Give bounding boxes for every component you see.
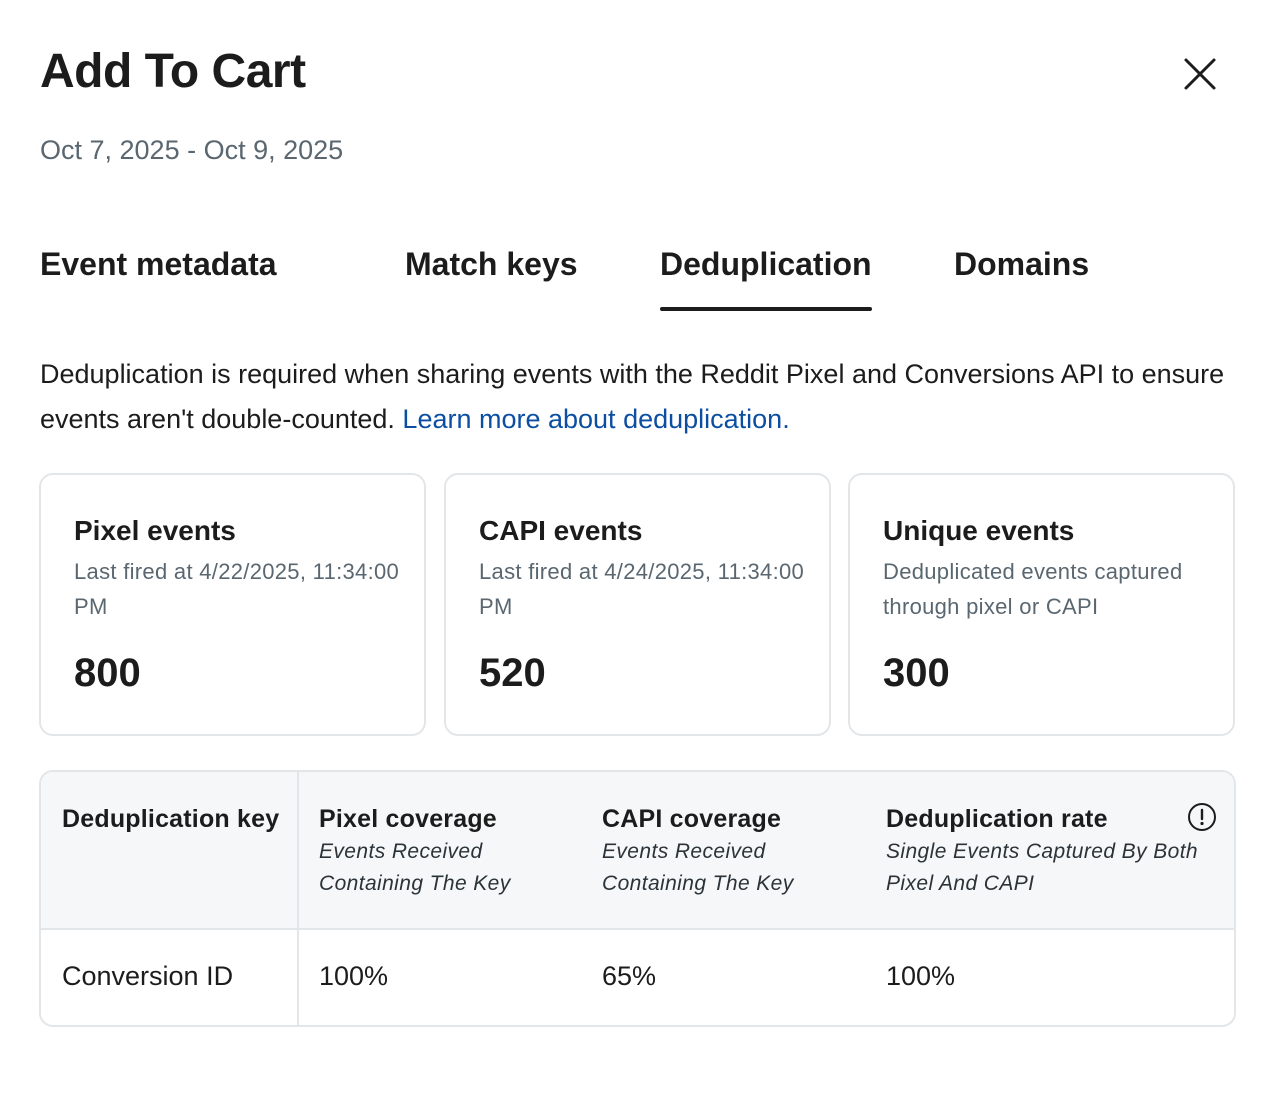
- tab-event-metadata[interactable]: Event metadata: [40, 246, 277, 282]
- column-header-deduplication-rate: Deduplication rate: [886, 805, 1108, 833]
- page-title: Add To Cart: [40, 45, 306, 98]
- column-header-deduplication-key: Deduplication key: [62, 805, 280, 833]
- deduplication-table: Deduplication key Pixel coverage Events …: [39, 770, 1236, 1027]
- table-cell-pixel-coverage: 100%: [319, 961, 389, 991]
- unique-events-card: Unique events Deduplicated events captur…: [848, 473, 1235, 736]
- deduplication-description: Deduplication is required when sharing e…: [40, 352, 1240, 442]
- close-button[interactable]: [1176, 50, 1224, 98]
- card-title: CAPI events: [479, 515, 643, 546]
- column-subheader: Single Events Captured By Both Pixel And…: [886, 840, 1199, 895]
- table-header: Deduplication key Pixel coverage Events …: [41, 772, 1234, 930]
- card-subtitle: Last fired at 4/24/2025, 11:34:00 PM: [479, 559, 805, 619]
- close-icon: [1184, 58, 1216, 90]
- date-range: Oct 7, 2025 - Oct 9, 2025: [40, 135, 344, 165]
- info-button[interactable]: [1187, 802, 1217, 832]
- table-cell-capi-coverage: 65%: [602, 961, 657, 991]
- card-title: Pixel events: [74, 515, 236, 546]
- card-value: 800: [74, 651, 141, 695]
- column-divider: [297, 772, 299, 1025]
- tab-bar: Event metadata Match keys Deduplication …: [0, 240, 1274, 312]
- column-header-pixel-coverage: Pixel coverage: [319, 805, 497, 833]
- card-value: 300: [883, 651, 950, 695]
- card-title: Unique events: [883, 515, 1075, 546]
- card-subtitle: Deduplicated events captured through pix…: [883, 559, 1183, 619]
- tab-match-keys[interactable]: Match keys: [405, 246, 578, 282]
- card-subtitle: Last fired at 4/22/2025, 11:34:00 PM: [74, 559, 400, 619]
- tab-domains[interactable]: Domains: [954, 246, 1090, 282]
- card-value: 520: [479, 651, 546, 695]
- learn-more-link[interactable]: Learn more about deduplication.: [402, 404, 790, 434]
- pixel-events-card: Pixel events Last fired at 4/22/2025, 11…: [39, 473, 426, 736]
- info-icon: [1188, 803, 1216, 831]
- table-cell-key: Conversion ID: [62, 961, 234, 991]
- column-header-capi-coverage: CAPI coverage: [602, 805, 782, 833]
- capi-events-card: CAPI events Last fired at 4/24/2025, 11:…: [444, 473, 831, 736]
- table-cell-deduplication-rate: 100%: [886, 961, 956, 991]
- column-subheader: Events Received Containing The Key: [602, 840, 794, 895]
- column-subheader: Events Received Containing The Key: [319, 840, 511, 895]
- description-text: Deduplication is required when sharing e…: [40, 359, 1225, 434]
- tab-deduplication[interactable]: Deduplication: [660, 246, 872, 311]
